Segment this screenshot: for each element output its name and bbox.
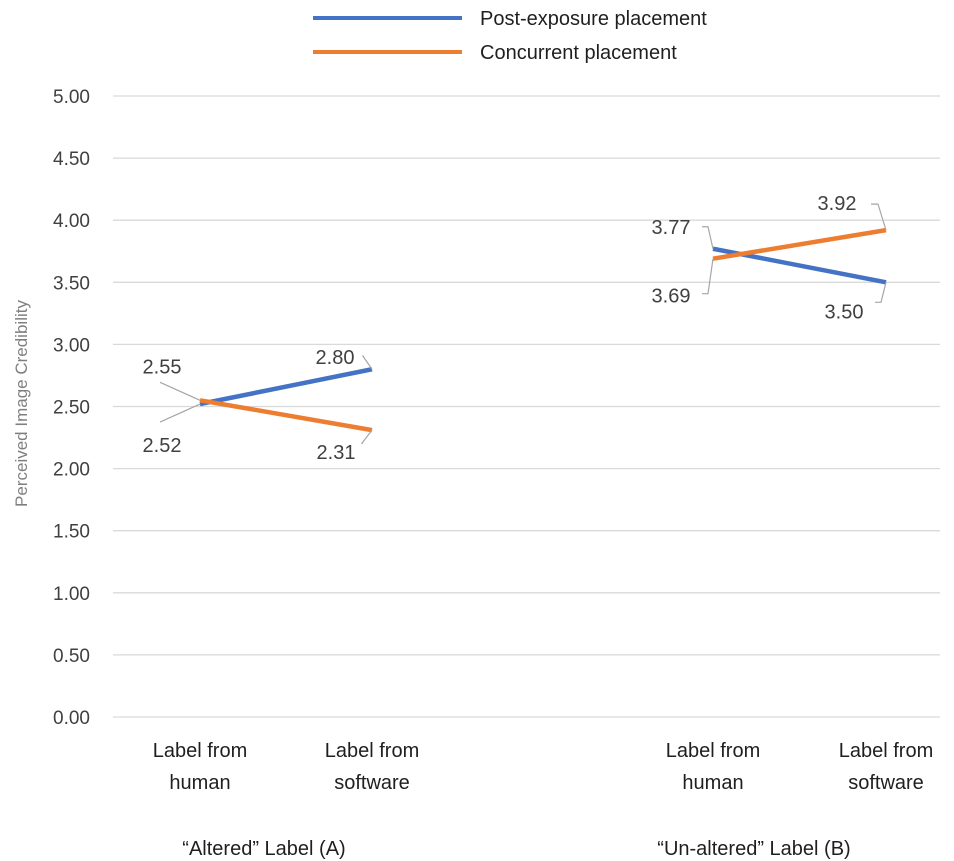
y-tick-label: 3.50 [53, 273, 90, 294]
data-label: 3.77 [652, 217, 691, 239]
data-label-leader [871, 203, 887, 231]
data-label-leader [159, 381, 201, 401]
category-label: human [682, 772, 743, 794]
y-axis-label: Perceived Image Credibility [12, 300, 31, 507]
category-label: software [334, 772, 410, 794]
y-tick-label: 2.50 [53, 398, 90, 419]
data-label-leader [361, 355, 373, 370]
y-tick-label: 2.00 [53, 460, 90, 481]
data-label: 3.92 [818, 193, 857, 215]
series-line [199, 367, 373, 407]
category-label: Label from [839, 740, 934, 762]
data-label-leader [702, 258, 714, 295]
data-label-leader [875, 282, 887, 303]
y-tick-label: 4.00 [53, 211, 90, 232]
y-tick-label: 1.00 [53, 584, 90, 605]
legend-label: Concurrent placement [480, 42, 677, 64]
data-label: 3.50 [825, 301, 864, 323]
y-tick-label: 4.50 [53, 149, 90, 170]
data-label: 2.31 [317, 442, 356, 464]
category-label: Label from [325, 740, 420, 762]
data-label: 2.55 [143, 356, 182, 378]
category-label: human [169, 772, 230, 794]
y-tick-label: 1.50 [53, 522, 90, 543]
data-label-leader [360, 429, 373, 444]
category-label: Label from [153, 740, 248, 762]
category-label: Label from [666, 740, 761, 762]
data-label: 2.52 [143, 435, 182, 457]
data-label: 2.80 [316, 347, 355, 369]
category-label: software [848, 772, 924, 794]
group-label: “Altered” Label (A) [182, 838, 345, 860]
series-line [199, 398, 373, 433]
data-label: 3.69 [652, 286, 691, 308]
y-tick-label: 5.00 [53, 87, 90, 108]
data-label-leader [159, 403, 201, 423]
y-tick-label: 0.50 [53, 646, 90, 667]
data-label-leader [702, 226, 714, 249]
y-tick-label: 3.00 [53, 335, 90, 356]
group-label: “Un-altered” Label (B) [657, 838, 850, 860]
series-line [712, 227, 887, 261]
legend-label: Post-exposure placement [480, 8, 707, 30]
y-tick-label: 0.00 [53, 708, 90, 729]
